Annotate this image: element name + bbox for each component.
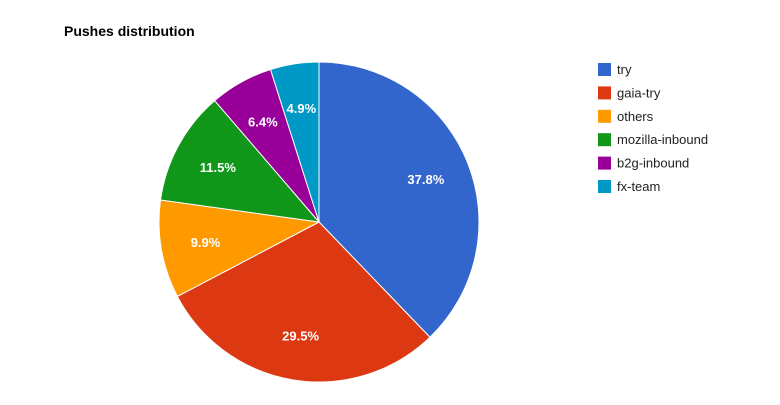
legend-item-fx-team[interactable]: fx-team xyxy=(598,179,660,194)
legend-swatch-try xyxy=(598,63,611,76)
legend-item-others[interactable]: others xyxy=(598,109,654,124)
pie-slice-gaia-try[interactable] xyxy=(176,221,431,383)
legend-label-others: others xyxy=(617,109,654,124)
pie-slice-fx-team[interactable] xyxy=(269,61,320,223)
chart-title: Pushes distribution xyxy=(64,23,195,39)
pie-slice-mozilla-inbound[interactable] xyxy=(159,99,321,223)
pie-slice-label-gaia-try: 29.5% xyxy=(282,329,319,344)
pie-slice-others[interactable] xyxy=(158,199,321,298)
legend-label-b2g-inbound: b2g-inbound xyxy=(617,156,689,171)
legend-item-gaia-try[interactable]: gaia-try xyxy=(598,85,661,100)
legend-swatch-others xyxy=(598,109,611,123)
pie-slice-label-try: 37.8% xyxy=(407,172,444,187)
pie-slices xyxy=(158,61,480,383)
legend-item-mozilla-inbound[interactable]: mozilla-inbound xyxy=(598,132,708,147)
legend-label-gaia-try: gaia-try xyxy=(617,85,661,100)
legend-swatch-fx-team xyxy=(598,180,611,193)
pie-slice-label-mozilla-inbound: 11.5% xyxy=(200,160,237,175)
legend-label-try: try xyxy=(617,62,632,77)
legend-swatch-b2g-inbound xyxy=(598,156,611,170)
legend-label-mozilla-inbound: mozilla-inbound xyxy=(617,132,708,147)
pie-slice-try[interactable] xyxy=(318,61,480,338)
legend-item-try[interactable]: try xyxy=(598,62,632,77)
pie-slice-labels: 37.8% 29.5% 9.9% 11.5% 6.4% 4.9% xyxy=(191,101,445,344)
legend-swatch-gaia-try xyxy=(598,86,611,100)
legend: try gaia-try others mozilla-inbound b2g-inbo… xyxy=(598,62,708,194)
pie-slice-label-fx-team: 4.9% xyxy=(287,101,317,116)
pie-slice-label-b2g-inbound: 6.4% xyxy=(248,114,278,129)
pie-slice-label-others: 9.9% xyxy=(191,235,221,250)
legend-label-fx-team: fx-team xyxy=(617,179,660,194)
legend-swatch-mozilla-inbound xyxy=(598,133,611,147)
legend-item-b2g-inbound[interactable]: b2g-inbound xyxy=(598,156,689,171)
